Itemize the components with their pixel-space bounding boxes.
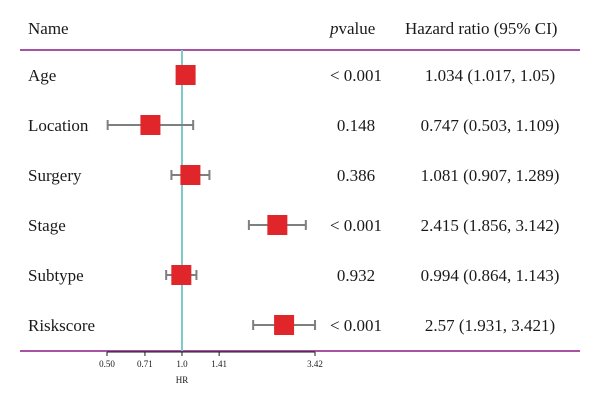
- row-age: Age < 0.001 1.034 (1.017, 1.05): [28, 65, 555, 85]
- row-label: Location: [28, 116, 89, 135]
- row-location: Location 0.148 0.747 (0.503, 1.109): [28, 115, 559, 135]
- row-pvalue: 0.932: [337, 266, 375, 285]
- row-label: Riskscore: [28, 316, 95, 335]
- row-pvalue: < 0.001: [330, 66, 382, 85]
- header-pvalue: pvalue: [329, 19, 375, 38]
- row-hr-ci: 1.034 (1.017, 1.05): [425, 66, 555, 85]
- row-pvalue: 0.386: [337, 166, 375, 185]
- x-tick-label: 1.41: [211, 359, 227, 369]
- row-riskscore: Riskscore < 0.001 2.57 (1.931, 3.421): [28, 315, 555, 335]
- hr-marker: [140, 115, 161, 135]
- row-label: Stage: [28, 216, 66, 235]
- row-label: Subtype: [28, 266, 84, 285]
- hr-marker: [175, 65, 196, 85]
- header-pvalue-rest: value: [339, 19, 376, 38]
- row-hr-ci: 1.081 (0.907, 1.289): [421, 166, 560, 185]
- row-hr-ci: 0.747 (0.503, 1.109): [421, 116, 560, 135]
- row-subtype: Subtype 0.932 0.994 (0.864, 1.143): [28, 265, 559, 285]
- hr-marker: [171, 265, 192, 285]
- row-pvalue: < 0.001: [330, 216, 382, 235]
- row-stage: Stage < 0.001 2.415 (1.856, 3.142): [28, 215, 559, 235]
- x-axis: 0.50 0.71 1.0 1.41 3.42 HR: [99, 351, 323, 385]
- hr-marker: [180, 165, 201, 185]
- row-hr-ci: 2.57 (1.931, 3.421): [425, 316, 555, 335]
- row-label: Age: [28, 66, 56, 85]
- hr-marker: [267, 215, 288, 235]
- x-tick-label: 1.0: [176, 359, 188, 369]
- x-tick-label: 0.50: [99, 359, 115, 369]
- row-pvalue: 0.148: [337, 116, 375, 135]
- row-surgery: Surgery 0.386 1.081 (0.907, 1.289): [28, 165, 559, 185]
- row-pvalue: < 0.001: [330, 316, 382, 335]
- x-axis-label: HR: [176, 375, 189, 385]
- x-tick-label: 0.71: [137, 359, 153, 369]
- hr-marker: [274, 315, 295, 335]
- header-name: Name: [28, 19, 69, 38]
- x-tick-label: 3.42: [307, 359, 323, 369]
- row-hr-ci: 0.994 (0.864, 1.143): [421, 266, 560, 285]
- header-pvalue-p: p: [329, 19, 339, 38]
- rows-group: Age < 0.001 1.034 (1.017, 1.05) Location 0.1…: [28, 65, 559, 335]
- row-label: Surgery: [28, 166, 82, 185]
- header-hazard-ratio: Hazard ratio (95% CI): [405, 19, 557, 38]
- row-hr-ci: 2.415 (1.856, 3.142): [421, 216, 560, 235]
